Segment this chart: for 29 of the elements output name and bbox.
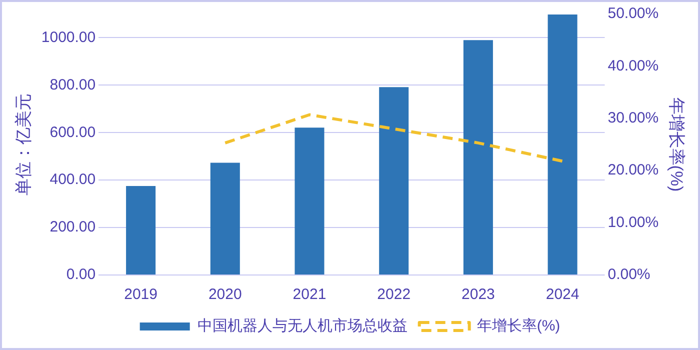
- x-tick-label: 2021: [292, 286, 326, 304]
- y-tick-label: 200.00: [50, 218, 96, 236]
- x-tick-label: 2023: [462, 286, 495, 304]
- y2-tick-label: 20.00%: [608, 162, 659, 179]
- y2-tick-label: 40.00%: [608, 57, 659, 74]
- y-tick-label: 1000.00: [41, 28, 96, 46]
- y2-tick-label: 30.00%: [608, 110, 659, 127]
- bar: [210, 162, 240, 274]
- y-tick-label: 0.00: [66, 266, 96, 284]
- x-tick-label: 2022: [377, 286, 411, 304]
- bar: [294, 128, 324, 274]
- legend-label: 中国机器人与无人机市场总收益: [197, 318, 408, 335]
- bar: [126, 186, 156, 274]
- y2-tick-label: 10.00%: [608, 214, 659, 231]
- bar: [463, 40, 493, 274]
- y2-axis-title: 年增长率(%): [667, 97, 686, 192]
- bar: [548, 14, 578, 274]
- y-tick-label: 400.00: [50, 171, 96, 188]
- legend-label: 年增长率(%): [476, 318, 560, 335]
- y2-tick-label: 0.00%: [608, 266, 650, 284]
- y-tick-label: 800.00: [50, 76, 96, 94]
- x-tick-label: 2024: [546, 286, 580, 304]
- bar: [379, 87, 409, 274]
- y-tick-label: 600.00: [50, 124, 96, 141]
- x-tick-label: 2020: [208, 286, 242, 304]
- x-tick-label: 2019: [124, 286, 158, 304]
- line-series: [224, 113, 564, 163]
- y2-tick-label: 50.00%: [608, 5, 659, 22]
- y-axis-title: 单位：亿美元: [14, 94, 33, 196]
